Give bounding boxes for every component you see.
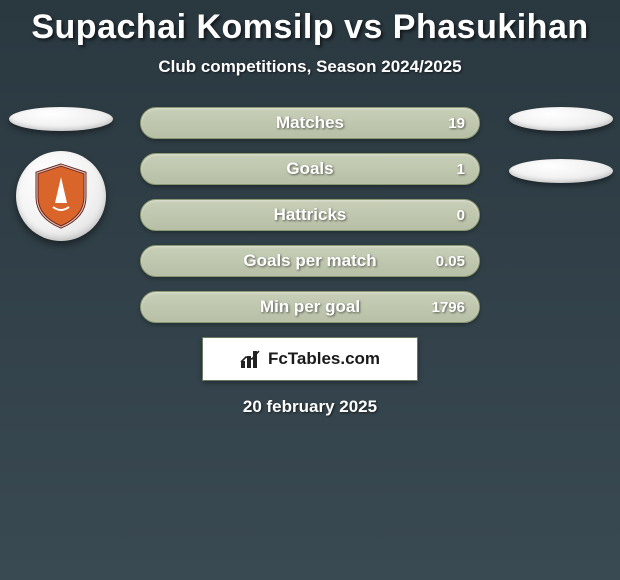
stat-right-value: 19 [448,115,465,132]
right-player-column [506,107,616,183]
stat-right-value: 1796 [432,299,465,316]
stats-list: Matches 19 Goals 1 Hattricks 0 Goals per… [140,107,480,323]
bars-icon [240,349,262,369]
page-title: Supachai Komsilp vs Phasukihan [0,0,620,47]
stat-row-matches: Matches 19 [140,107,480,139]
stat-label: Goals [286,159,333,179]
stat-row-goals-per-match: Goals per match 0.05 [140,245,480,277]
page-subtitle: Club competitions, Season 2024/2025 [0,57,620,77]
stat-row-min-per-goal: Min per goal 1796 [140,291,480,323]
stat-label: Matches [276,113,344,133]
snapshot-date: 20 february 2025 [0,397,620,417]
brand-box: FcTables.com [202,337,418,381]
stat-label: Min per goal [260,297,360,317]
right-flag-placeholder [509,107,613,131]
left-club-badge [16,151,106,241]
stat-right-value: 1 [457,161,465,178]
left-player-column [6,107,116,241]
shield-icon [33,163,89,229]
stat-right-value: 0.05 [436,253,465,270]
comparison-arena: Matches 19 Goals 1 Hattricks 0 Goals per… [0,107,620,323]
stat-right-value: 0 [457,207,465,224]
right-club-placeholder [509,159,613,183]
stat-label: Hattricks [274,205,347,225]
brand-label: FcTables.com [268,349,380,369]
left-flag-placeholder [9,107,113,131]
stat-row-goals: Goals 1 [140,153,480,185]
stat-row-hattricks: Hattricks 0 [140,199,480,231]
stat-label: Goals per match [243,251,376,271]
